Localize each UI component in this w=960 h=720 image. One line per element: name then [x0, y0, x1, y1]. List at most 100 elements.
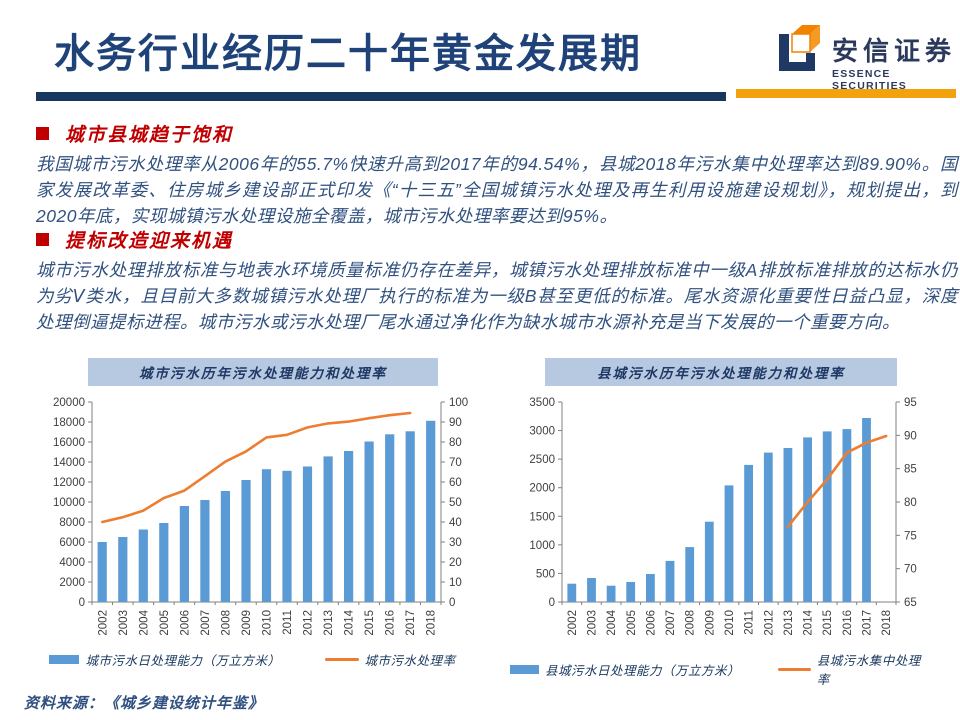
- city-wastewater-chart-card: 城市污水历年污水处理能力和处理率 0 2000 4000 6000 8000 10000 1…: [30, 358, 475, 688]
- svg-text:2012: 2012: [763, 610, 775, 636]
- svg-text:20: 20: [449, 557, 462, 569]
- svg-text:2002: 2002: [97, 610, 109, 636]
- svg-text:2003: 2003: [118, 610, 130, 636]
- svg-text:2012: 2012: [303, 610, 315, 636]
- svg-text:2015: 2015: [364, 610, 376, 636]
- svg-text:8000: 8000: [59, 517, 85, 529]
- svg-text:2005: 2005: [626, 610, 638, 636]
- svg-text:500: 500: [536, 568, 555, 580]
- svg-text:2016: 2016: [842, 610, 854, 636]
- legend-label-line: 县城污水集中处理率: [816, 654, 921, 687]
- svg-text:90: 90: [449, 417, 462, 429]
- svg-text:30: 30: [449, 537, 462, 549]
- svg-text:65: 65: [904, 597, 917, 609]
- svg-text:6000: 6000: [59, 537, 85, 549]
- svg-text:12000: 12000: [53, 477, 85, 489]
- svg-text:2016: 2016: [385, 610, 397, 636]
- svg-text:2013: 2013: [323, 610, 335, 636]
- svg-text:16000: 16000: [53, 437, 85, 449]
- svg-text:2017: 2017: [862, 610, 874, 636]
- section-standard-upgrade: 提标改造迎来机遇 城市污水处理排放标准与地表水环境质量标准仍存在差异，城镇污水处…: [36, 226, 958, 335]
- source-note: 资料来源：《城乡建设统计年鉴》: [24, 695, 265, 712]
- bullet-square-icon: [36, 233, 49, 246]
- svg-text:2015: 2015: [822, 610, 834, 636]
- svg-text:2010: 2010: [724, 610, 736, 636]
- section-city-county-saturation: 城市县城趋于饱和 我国城市污水处理率从2006年的55.7%快速升高到2017年…: [36, 120, 958, 229]
- bars: [97, 420, 436, 602]
- bars: [567, 418, 871, 602]
- logo-name-cn: 安信证券: [832, 36, 957, 66]
- svg-text:70: 70: [449, 457, 462, 469]
- svg-text:14000: 14000: [53, 457, 85, 469]
- essence-securities-logo-icon: [774, 22, 824, 79]
- rate-line: [101, 411, 412, 524]
- svg-text:2002: 2002: [567, 610, 579, 636]
- svg-text:80: 80: [449, 437, 462, 449]
- svg-text:2008: 2008: [220, 610, 232, 636]
- svg-text:2013: 2013: [783, 610, 795, 636]
- svg-text:2000: 2000: [529, 483, 555, 495]
- svg-text:2007: 2007: [200, 610, 212, 636]
- svg-text:10000: 10000: [53, 497, 85, 509]
- svg-text:3000: 3000: [529, 426, 555, 438]
- company-logo: 安信证券 ESSENCE SECURITIES: [774, 22, 960, 92]
- svg-text:40: 40: [449, 517, 462, 529]
- section-heading: 城市县城趋于饱和: [65, 125, 234, 146]
- svg-text:2007: 2007: [665, 610, 677, 636]
- svg-text:2010: 2010: [262, 610, 274, 636]
- rate-line: [786, 434, 888, 528]
- bar-legend-swatch-icon: [49, 655, 80, 664]
- legend-label-bar: 县城污水日处理能力（万立方米）: [545, 663, 741, 678]
- svg-text:2011: 2011: [282, 610, 294, 635]
- svg-text:2011: 2011: [744, 610, 756, 635]
- svg-text:2018: 2018: [881, 610, 893, 636]
- svg-text:70: 70: [904, 564, 917, 576]
- section-body-text: 我国城市污水处理率从2006年的55.7%快速升高到2017年的94.54%，县…: [36, 154, 958, 226]
- logo-cube-front: [791, 33, 811, 53]
- svg-text:0: 0: [449, 597, 455, 609]
- svg-text:60: 60: [449, 477, 462, 489]
- logo-underline-bar: [736, 89, 956, 98]
- svg-text:4000: 4000: [59, 557, 85, 569]
- svg-text:2006: 2006: [179, 610, 191, 636]
- svg-text:2017: 2017: [405, 610, 417, 636]
- page-title: 水务行业经历二十年黄金发展期: [54, 32, 642, 76]
- section-heading: 提标改造迎来机遇: [65, 231, 234, 252]
- chart-title: 县城污水历年污水处理能力和处理率: [545, 358, 897, 386]
- svg-text:1000: 1000: [529, 540, 555, 552]
- svg-text:2009: 2009: [241, 610, 253, 636]
- svg-text:100: 100: [449, 397, 468, 409]
- charts-row: 城市污水历年污水处理能力和处理率 0 2000 4000 6000 8000 10000 1…: [30, 358, 930, 688]
- svg-text:3500: 3500: [529, 397, 555, 409]
- svg-text:2004: 2004: [138, 609, 150, 635]
- chart-title: 城市污水历年污水处理能力和处理率: [88, 358, 438, 386]
- chart-legend: 县城污水日处理能力（万立方米） 县城污水集中处理率: [510, 650, 930, 688]
- svg-text:2500: 2500: [529, 454, 555, 466]
- line-legend-swatch-icon: [324, 658, 359, 661]
- chart-legend: 城市污水日处理能力（万立方米） 城市污水处理率: [30, 650, 475, 669]
- svg-text:2014: 2014: [803, 609, 815, 635]
- svg-text:18000: 18000: [53, 417, 85, 429]
- svg-text:80: 80: [904, 497, 917, 509]
- svg-text:2009: 2009: [704, 610, 716, 636]
- svg-text:2005: 2005: [159, 610, 171, 636]
- svg-text:95: 95: [904, 397, 917, 409]
- svg-text:2018: 2018: [426, 610, 438, 636]
- county-chart-plot: 0 500 1000 1500 2000 2500 3000 3500 65 70 75 80 85 90…: [529, 397, 917, 636]
- logo-name-en: ESSENCE SECURITIES: [832, 68, 908, 93]
- title-underline-bar: [36, 92, 726, 101]
- svg-text:90: 90: [904, 430, 917, 442]
- legend-label-line: 城市污水处理率: [364, 654, 456, 668]
- svg-text:2008: 2008: [685, 610, 697, 636]
- svg-text:2003: 2003: [586, 610, 598, 636]
- city-chart-plot: 0 2000 4000 6000 8000 10000 12000 14000 16000 180…: [53, 397, 468, 636]
- svg-text:10: 10: [449, 577, 462, 589]
- svg-text:2000: 2000: [59, 577, 85, 589]
- svg-text:75: 75: [904, 530, 917, 542]
- svg-text:0: 0: [79, 597, 85, 609]
- svg-text:85: 85: [904, 464, 917, 476]
- svg-text:0: 0: [549, 597, 555, 609]
- line-legend-swatch-icon: [777, 667, 811, 671]
- logo-blue-bracket: [779, 34, 815, 71]
- svg-text:20000: 20000: [53, 397, 85, 409]
